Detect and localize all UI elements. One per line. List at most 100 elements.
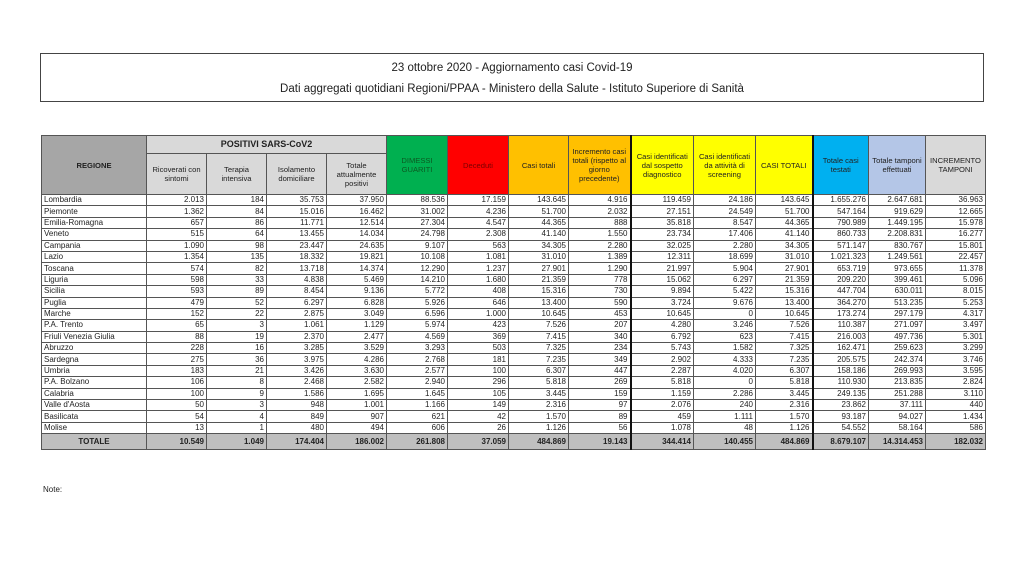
value-cell: 21.359: [508, 273, 569, 287]
note-label: Note:: [43, 485, 63, 494]
value-cell: 1.126: [508, 421, 569, 435]
value-cell: 1: [206, 421, 267, 435]
value-cell: 2.768: [386, 353, 448, 366]
value-cell: 48: [693, 421, 756, 435]
value-cell: 119.459: [629, 193, 694, 207]
value-cell: 1.550: [568, 228, 631, 241]
value-cell: 14.034: [326, 228, 387, 241]
value-cell: 408: [447, 285, 509, 298]
value-cell: 574: [146, 262, 207, 275]
value-cell: 21.997: [629, 262, 694, 275]
value-cell: 216.003: [811, 330, 869, 344]
value-cell: 228: [146, 342, 207, 355]
region-cell: Marche: [41, 307, 147, 321]
table-row: Veneto 515 64 13.455 14.034 24.798 2.308 41.140…: [41, 228, 986, 241]
region-cell: Valle d'Aosta: [41, 399, 147, 412]
value-cell: 730: [568, 285, 631, 298]
value-cell: 369: [447, 330, 509, 344]
value-cell: 16.277: [925, 228, 986, 241]
value-cell: 423: [447, 319, 509, 332]
value-cell: 5.469: [326, 273, 387, 287]
value-cell: 34.305: [755, 239, 813, 252]
value-cell: 261.808: [386, 433, 448, 451]
value-cell: 830.767: [868, 239, 926, 252]
covid-data-table: REGIONE POSITIVI SARS-CoV2 DIMESSI GUARITI…: [41, 135, 986, 451]
value-cell: 37.950: [326, 193, 387, 207]
value-cell: 88: [146, 330, 207, 344]
value-cell: 27.151: [629, 205, 694, 218]
value-cell: 15.062: [629, 273, 694, 287]
value-cell: 1.449.195: [868, 216, 926, 230]
value-cell: 158.186: [811, 364, 869, 378]
value-cell: 2.824: [925, 376, 986, 389]
value-cell: 3.293: [386, 342, 448, 355]
value-cell: 18.332: [266, 250, 327, 264]
region-cell: Puglia: [41, 296, 147, 309]
region-cell: Molise: [41, 421, 147, 435]
value-cell: 209.220: [811, 273, 869, 287]
value-cell: 5.818: [755, 376, 813, 389]
value-cell: 27.901: [755, 262, 813, 275]
value-cell: 21: [206, 364, 267, 378]
value-cell: 484.869: [508, 433, 569, 451]
value-cell: 143.645: [755, 193, 813, 207]
value-cell: 340: [568, 330, 631, 344]
value-cell: 16.462: [326, 205, 387, 218]
value-cell: 7.235: [508, 353, 569, 366]
value-cell: 36: [206, 353, 267, 366]
value-cell: 88.536: [386, 193, 448, 207]
table-row: Umbria 183 21 3.426 3.630 2.577 100 6.307 447 2.2…: [41, 364, 986, 378]
value-cell: 590: [568, 296, 631, 309]
value-cell: 23.447: [266, 239, 327, 252]
value-cell: 948: [266, 399, 327, 412]
value-cell: 14.210: [386, 273, 448, 287]
value-cell: 135: [206, 250, 267, 264]
value-cell: 24.549: [693, 205, 756, 218]
value-cell: 1.570: [508, 410, 569, 423]
value-cell: 2.287: [629, 364, 694, 378]
value-cell: 17.159: [447, 193, 509, 207]
value-cell: 3.497: [925, 319, 986, 332]
value-cell: 2.280: [693, 239, 756, 252]
value-cell: 5.926: [386, 296, 448, 309]
value-cell: 173.274: [811, 307, 869, 321]
value-cell: 5.096: [925, 273, 986, 287]
value-cell: 503: [447, 342, 509, 355]
value-cell: 9.894: [629, 285, 694, 298]
value-cell: 31.010: [508, 250, 569, 264]
value-cell: 6.307: [508, 364, 569, 378]
value-cell: 23.734: [629, 228, 694, 241]
value-cell: 24.186: [693, 193, 756, 207]
value-cell: 515: [146, 228, 207, 241]
value-cell: 162.471: [811, 342, 869, 355]
value-cell: 973.655: [868, 262, 926, 275]
value-cell: 1.237: [447, 262, 509, 275]
value-cell: 1.061: [266, 319, 327, 332]
value-cell: 4.547: [447, 216, 509, 230]
value-cell: 919.629: [868, 205, 926, 218]
region-cell: Veneto: [41, 228, 147, 241]
value-cell: 15.316: [755, 285, 813, 298]
value-cell: 1.078: [629, 421, 694, 435]
value-cell: 3.445: [755, 387, 813, 401]
value-cell: 3.445: [508, 387, 569, 401]
value-cell: 14.374: [326, 262, 387, 275]
value-cell: 105: [447, 387, 509, 401]
value-cell: 8.015: [925, 285, 986, 298]
value-cell: 2.316: [508, 399, 569, 412]
value-cell: 13: [146, 421, 207, 435]
value-cell: 630.011: [868, 285, 926, 298]
table-row: Abruzzo 228 16 3.285 3.529 3.293 503 7.325 234 5.…: [41, 342, 986, 355]
region-cell: Lazio: [41, 250, 147, 264]
value-cell: 790.989: [811, 216, 869, 230]
value-cell: 1.586: [266, 387, 327, 401]
table-row: Valle d'Aosta 50 3 948 1.001 1.166 149 2.316 97 2…: [41, 399, 986, 412]
value-cell: 4.317: [925, 307, 986, 321]
value-cell: 5.743: [629, 342, 694, 355]
table-row: Friuli Venezia Giulia 88 19 2.370 2.477 4.569…: [41, 330, 986, 344]
value-cell: 15.316: [508, 285, 569, 298]
table-row: Emilia-Romagna 657 86 11.771 12.514 27.304 4.5…: [41, 216, 986, 230]
value-cell: 259.623: [868, 342, 926, 355]
value-cell: 182.032: [925, 433, 986, 451]
value-cell: 100: [146, 387, 207, 401]
